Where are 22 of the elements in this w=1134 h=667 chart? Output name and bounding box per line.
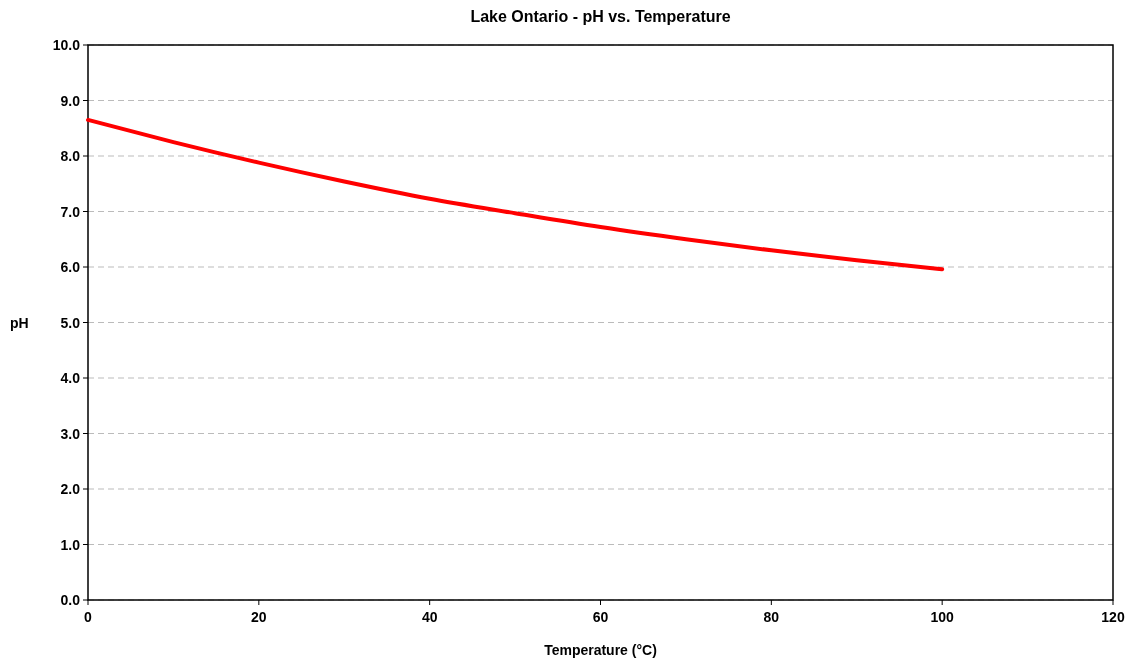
- y-tick-label: 0.0: [60, 592, 81, 608]
- y-axis-title: pH: [10, 314, 29, 331]
- x-tick-label: 40: [421, 609, 438, 625]
- y-tick-label: 1.0: [60, 536, 81, 553]
- chart-title: Lake Ontario - pH vs. Temperature: [470, 8, 731, 25]
- y-tick-label: 9.0: [60, 92, 81, 109]
- x-tick-label: 80: [763, 609, 780, 625]
- y-tick-label: 4.0: [60, 370, 81, 386]
- y-tick-label: 8.0: [60, 148, 81, 164]
- line-series: [86, 117, 945, 272]
- y-tick-label: 7.0: [60, 203, 81, 220]
- y-tick-label: 2.0: [60, 481, 81, 497]
- x-tick-label: 0: [84, 609, 93, 625]
- x-tick-label: 20: [251, 609, 267, 625]
- y-tick-label: 6.0: [60, 259, 81, 275]
- x-tick-label: 60: [592, 609, 609, 625]
- y-tick-label: 5.0: [60, 314, 81, 331]
- x-tick-label: 100: [930, 609, 955, 625]
- x-tick-label: 120: [1101, 609, 1125, 625]
- y-tick-label: 10.0: [52, 37, 81, 53]
- x-axis-title: Temperature (°C): [544, 642, 657, 658]
- y-tick-label: 3.0: [60, 425, 81, 442]
